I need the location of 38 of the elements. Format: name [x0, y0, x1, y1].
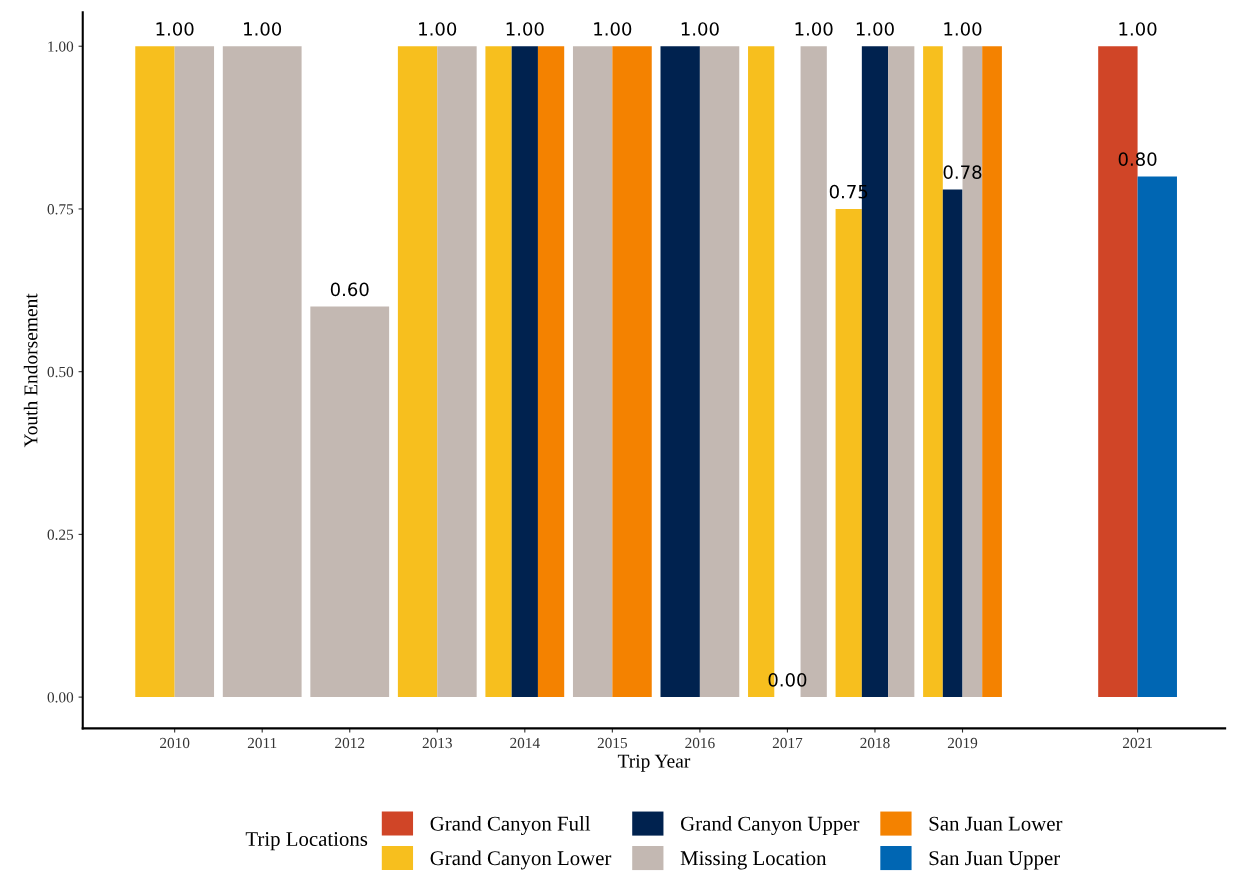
annotation: 1.00: [795, 22, 833, 36]
x-tick-label: 2015: [597, 737, 628, 749]
annotation: 1.00: [1119, 22, 1157, 36]
x-tick-label: 2016: [685, 737, 715, 749]
annotation: 1.00: [419, 22, 457, 36]
legend-label: Missing Location: [680, 851, 827, 870]
x-tick-label: 2011: [247, 737, 277, 749]
y-tick-label: 0.25: [47, 529, 74, 540]
x-axis-title: Trip Year: [617, 754, 691, 772]
x-tick-label: 2019: [947, 737, 978, 749]
y-tick-label: 0.75: [47, 204, 74, 215]
annotation: 0.80: [1118, 152, 1157, 166]
legend-label: Grand Canyon Lower: [430, 850, 612, 870]
x-tick-label: 2010: [160, 737, 190, 749]
annotation: 1.00: [944, 22, 982, 36]
legend-title: Trip Locations: [245, 832, 368, 851]
x-tick-label: 2017: [772, 737, 803, 749]
x-tick-label: 2013: [422, 737, 452, 749]
annotation: 0.78: [943, 165, 982, 179]
annotation: 1.00: [156, 22, 194, 36]
x-tick-label: 2018: [860, 737, 890, 749]
legend-label: Grand Canyon Upper: [680, 816, 860, 835]
legend-label: Grand Canyon Full: [430, 816, 591, 835]
y-tick-label: 0.00: [47, 692, 74, 703]
annotation: 1.00: [506, 22, 544, 36]
y-axis-title: Youth Endorsement: [23, 293, 38, 448]
legend-label: San Juan Upper: [929, 851, 1060, 870]
annotation: 1.00: [244, 22, 282, 36]
annotation: 1.00: [681, 22, 719, 36]
x-tick-label: 2021: [1122, 737, 1152, 749]
annotation: 1.00: [856, 22, 894, 36]
y-tick-label: 0.50: [47, 366, 74, 378]
x-tick-label: 2012: [335, 737, 365, 749]
annotation: 0.60: [330, 282, 369, 297]
x-tick-label: 2014: [510, 737, 540, 749]
annotation: 1.00: [594, 22, 632, 36]
y-tick-label: 1.00: [48, 41, 74, 52]
legend-label: San Juan Lower: [929, 816, 1063, 831]
